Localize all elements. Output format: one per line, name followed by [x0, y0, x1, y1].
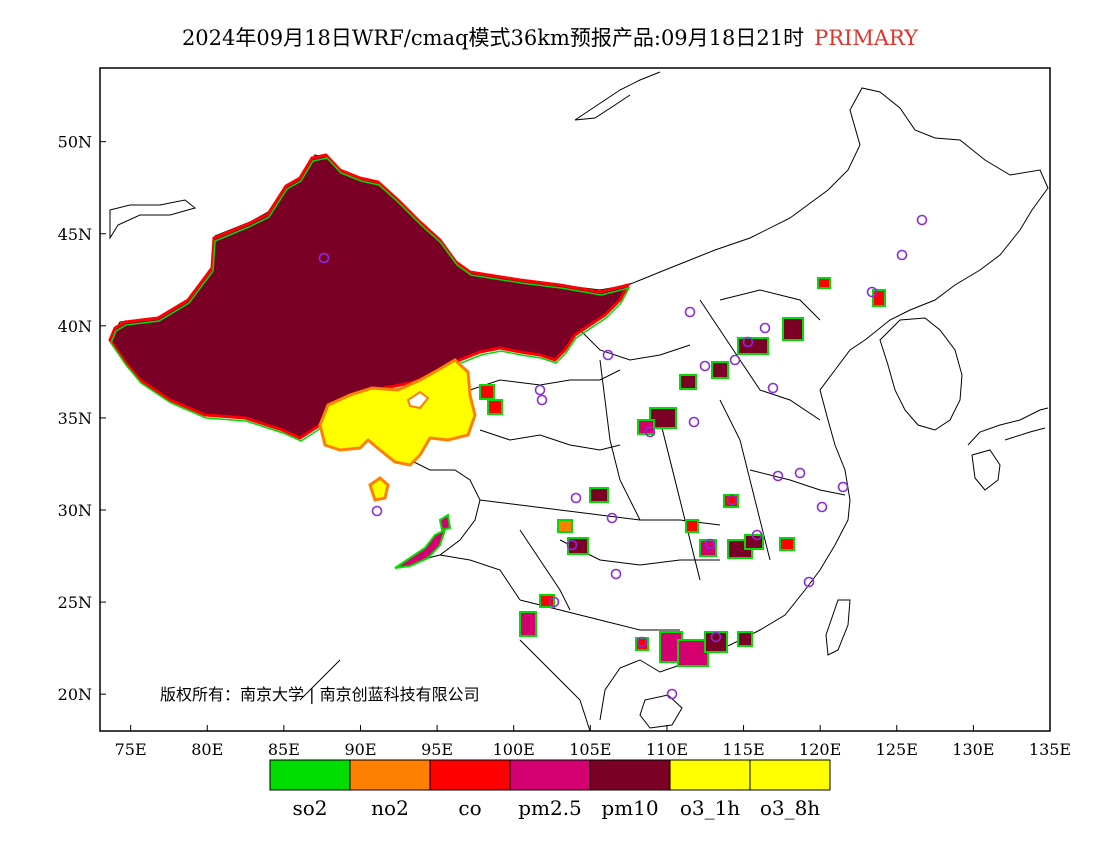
- legend: [269, 759, 831, 791]
- lon-tick-label: 130E: [952, 740, 994, 759]
- title-tag: PRIMARY: [814, 26, 919, 50]
- longitude-axis: 75E 80E 85E 90E 95E 100E 105E 110E 115E 120E 125E 1…: [115, 725, 1071, 759]
- lon-tick-label: 110E: [646, 740, 688, 759]
- lat-tick-label: 30N: [58, 501, 92, 520]
- lon-tick-label: 135E: [1029, 740, 1071, 759]
- lon-tick-label: 85E: [268, 740, 300, 759]
- legend-swatch: [349, 759, 431, 791]
- lon-tick-label: 100E: [493, 740, 535, 759]
- legend-label: pm2.5: [518, 796, 582, 820]
- lon-tick-label: 95E: [421, 740, 453, 759]
- station-markers: [318, 214, 928, 700]
- lon-tick-label: 90E: [344, 740, 376, 759]
- lon-tick-label: 75E: [115, 740, 147, 759]
- lon-tick-label: 120E: [799, 740, 841, 759]
- pollution-areas: [108, 153, 928, 700]
- legend-label: no2: [371, 796, 409, 820]
- legend-swatch: [269, 759, 351, 791]
- legend-label: so2: [292, 796, 328, 820]
- lat-tick-label: 25N: [58, 593, 92, 612]
- lon-tick-label: 125E: [876, 740, 918, 759]
- lat-tick-label: 35N: [58, 409, 92, 428]
- lon-tick-label: 80E: [191, 740, 223, 759]
- legend-label: o3_1h: [679, 796, 741, 820]
- legend-label: pm10: [601, 796, 659, 820]
- lon-tick-label: 115E: [722, 740, 764, 759]
- map-title: 2024年09月18日WRF/cmaq模式36km预报产品:09月18日21时 P…: [0, 22, 1100, 52]
- legend-swatch: [749, 759, 831, 791]
- lat-tick-label: 40N: [58, 317, 92, 336]
- legend-swatch: [429, 759, 511, 791]
- lat-tick-label: 45N: [58, 225, 92, 244]
- legend-swatch: [589, 759, 671, 791]
- title-main: 2024年09月18日WRF/cmaq模式36km预报产品:09月18日21时: [181, 26, 805, 50]
- lon-tick-label: 105E: [569, 740, 611, 759]
- legend-swatch: [509, 759, 591, 791]
- legend-label: co: [458, 796, 482, 820]
- lat-tick-label: 50N: [58, 133, 92, 152]
- lat-tick-label: 20N: [58, 685, 92, 704]
- latitude-axis: 20N 25N 30N 35N 40N 45N 50N: [58, 133, 106, 704]
- legend-swatch: [669, 759, 751, 791]
- legend-label: o3_8h: [759, 796, 821, 820]
- copyright-text: 版权所有：南京大学 | 南京创蓝科技有限公司: [160, 685, 480, 704]
